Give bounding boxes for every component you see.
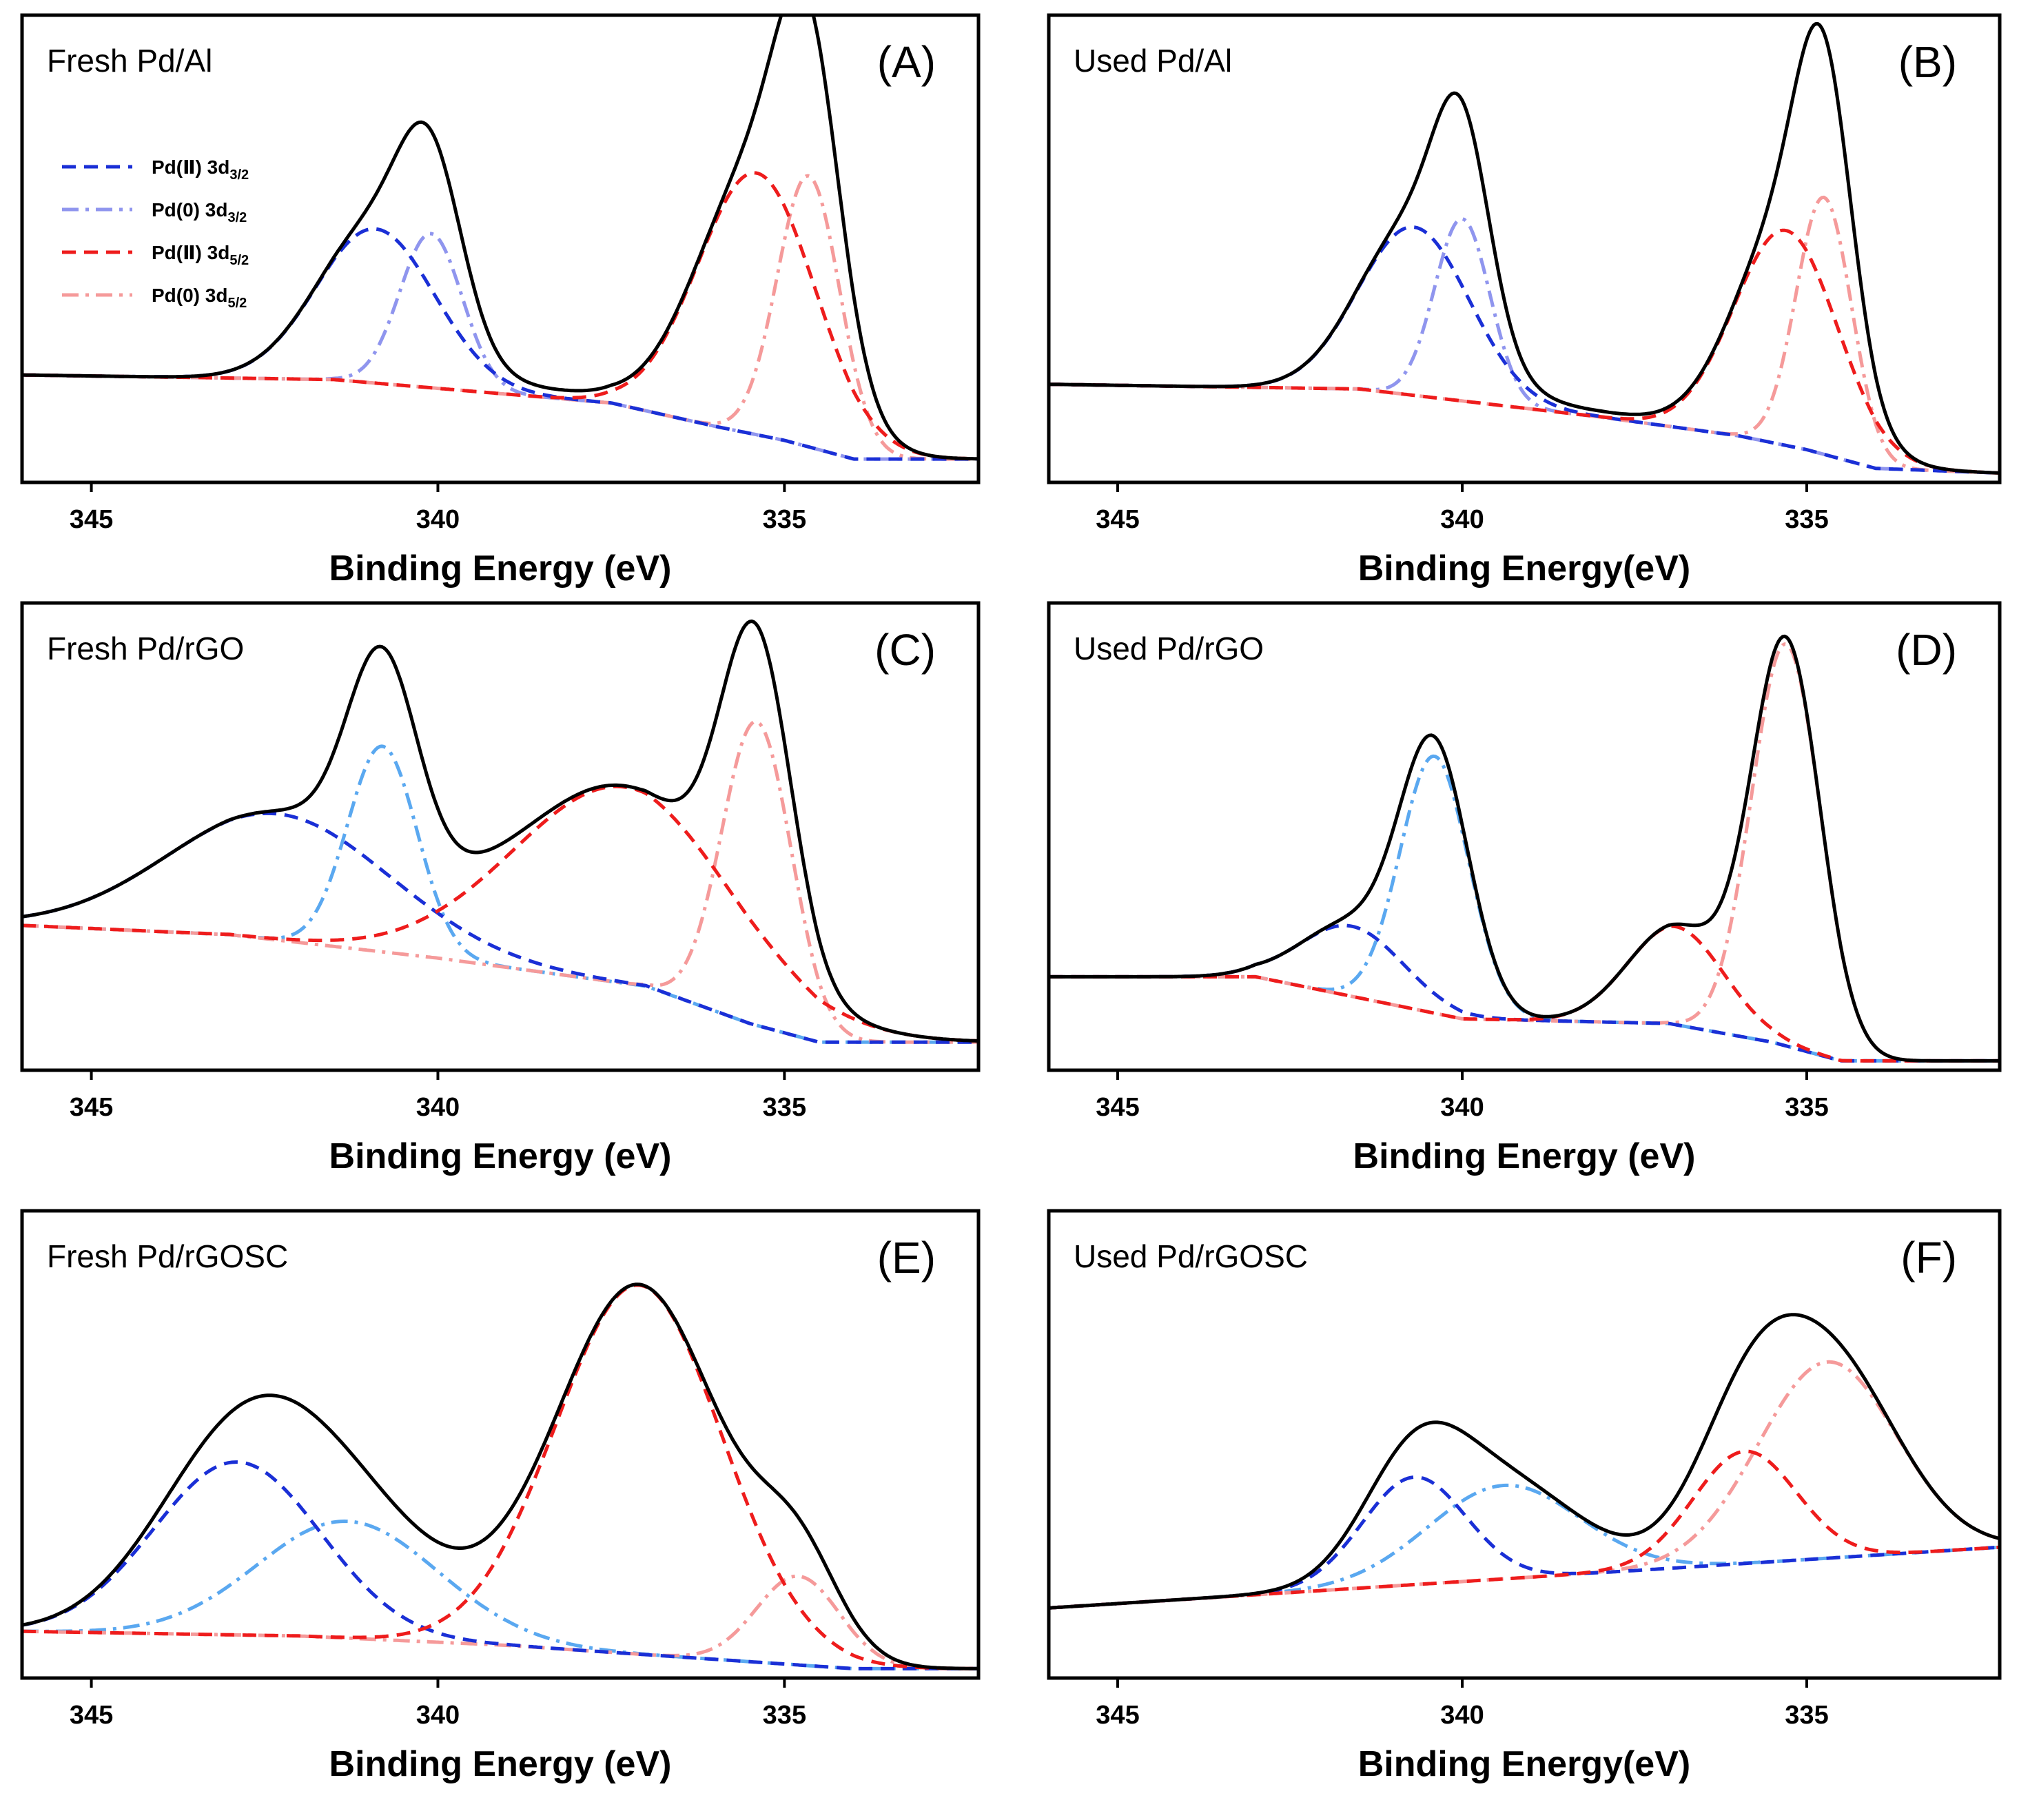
series-pd0-32-line [22,232,978,461]
legend-subscript: 5/2 [229,253,249,268]
series-pd2-32-line [22,1460,978,1670]
axes-frame [1047,13,2002,484]
envelope-line [22,1282,978,1670]
legend-label-pd2-52: Pd(Ⅱ) 3d5/2 [152,242,249,268]
x-tick-label-340: 340 [416,1701,460,1730]
series-pd0-52-line [1049,1360,2000,1610]
panel-letter: (B) [1898,37,1957,87]
x-tick-label-340: 340 [1440,1093,1484,1122]
panel-e: 345 340 335 Binding Energy (eV) Fresh Pd/rGO… [20,1209,981,1784]
envelope-line [1049,22,2000,475]
axes-frame [1047,601,2002,1072]
plot-area [22,620,978,1044]
series-pd0-32-line [22,1520,978,1670]
x-tick-label-335: 335 [763,1093,806,1122]
legend-subscript: 3/2 [229,167,249,183]
x-tick-label-345: 345 [70,505,113,534]
x-tick-label-345: 345 [1096,1701,1139,1730]
series-pd2-52-line [22,784,978,1043]
axes-frame [20,1209,981,1680]
plot-area [1049,634,2000,1063]
series-pd0-32-line [22,744,978,1044]
x-tick-label-345: 345 [1096,1093,1139,1122]
series-pd0-52-line [1049,195,2000,475]
panel-letter: (D) [1896,625,1957,675]
series-pd2-52-line [22,1283,978,1670]
x-axis-label: Binding Energy (eV) [329,549,672,589]
series-pd2-32-line [1049,1475,2000,1610]
series-pd0-52-line [1049,642,2000,1063]
x-tick-label-335: 335 [763,1701,806,1730]
x-tick-label-345: 345 [70,1701,113,1730]
plot-area [22,1282,978,1670]
envelope-line [22,15,978,461]
x-axis-label: Binding Energy(eV) [1358,1744,1690,1784]
panel-f: 345 340 335 Binding Energy(eV) Used Pd/rGOSC… [1047,1209,2002,1784]
x-tick-label-345: 345 [1096,505,1139,534]
x-tick-label-340: 340 [416,1093,460,1122]
x-tick-label-340: 340 [1440,1701,1484,1730]
panel-b: 345 340 335 Binding Energy(eV) Used Pd/Al (B) [1047,13,2002,589]
panel-letter: (C) [874,625,936,675]
series-pd2-52-line [1049,924,2000,1063]
series-pd0-52-line [22,719,978,1044]
series-pd0-32-line [1049,1483,2000,1610]
x-tick-label-340: 340 [416,505,460,534]
x-axis-label: Binding Energy (eV) [1353,1136,1696,1176]
panel-c: 345 340 335 Binding Energy (eV) Fresh Pd/rGO… [20,601,981,1176]
x-tick-label-335: 335 [1785,1701,1828,1730]
legend-subscript: 5/2 [227,296,247,311]
series-pd2-32-line [1049,923,2000,1063]
sample-title: Used Pd/Al [1074,43,1232,79]
x-axis-label: Binding Energy (eV) [329,1744,672,1784]
x-tick-label-345: 345 [70,1093,113,1122]
x-axis-label: Binding Energy (eV) [329,1136,672,1176]
legend-label-pd0-32: Pd(0) 3d3/2 [152,199,247,225]
x-tick-label-335: 335 [1785,1093,1828,1122]
plot-area [1049,22,2000,475]
sample-title: Used Pd/rGOSC [1074,1238,1308,1274]
x-axis-label: Binding Energy(eV) [1358,549,1690,589]
legend-label-pd0-52: Pd(0) 3d5/2 [152,285,247,311]
sample-title: Fresh Pd/rGOSC [47,1238,288,1274]
series-pd2-32-line [22,811,978,1044]
envelope-line [22,620,978,1043]
plot-area [1049,1313,2000,1610]
panel-a: 345 340 335 Binding Energy (eV) Fresh Pd/Al (… [20,13,981,589]
series-pd0-52-line [22,1574,978,1670]
panel-letter: (A) [877,37,936,87]
panel-letter: (E) [877,1233,936,1282]
legend-subscript: 3/2 [227,210,247,225]
x-tick-label-335: 335 [1785,505,1828,534]
sample-title: Fresh Pd/Al [47,43,212,79]
legend: Pd(Ⅱ) 3d3/2 Pd(0) 3d3/2 Pd(Ⅱ) 3d5/2 Pd(0) 3… [62,156,249,311]
legend-label-pd2-32: Pd(Ⅱ) 3d3/2 [152,156,249,183]
plot-area [22,15,978,461]
envelope-line [1049,1313,2000,1610]
panel-d: 345 340 335 Binding Energy (eV) Used Pd/rGO (… [1047,601,2002,1176]
axes-frame [20,13,981,484]
x-tick-label-340: 340 [1440,505,1484,534]
sample-title: Fresh Pd/rGO [47,631,244,666]
axes-frame [1047,1209,2002,1680]
envelope-line [1049,634,2000,1063]
series-pd2-32-line [22,227,978,461]
panel-letter: (F) [1900,1233,1957,1282]
sample-title: Used Pd/rGO [1074,631,1264,666]
x-tick-label-335: 335 [763,505,806,534]
axes-frame [20,601,981,1072]
